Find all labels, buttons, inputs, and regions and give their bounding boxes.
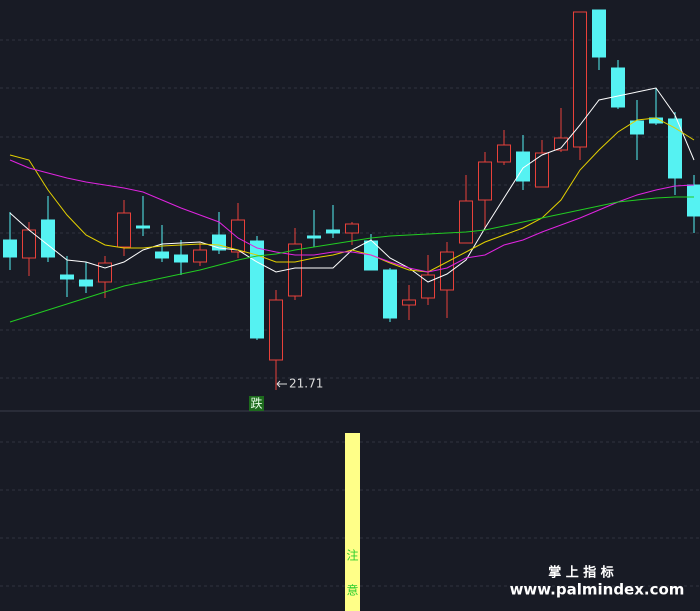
candle-body	[60, 274, 74, 280]
candle-body	[174, 254, 188, 263]
candle-body	[117, 212, 131, 248]
candle-body	[516, 151, 530, 182]
watermark-url: www.palmindex.com	[510, 581, 685, 599]
annotation-arrow	[276, 380, 287, 388]
candle-body	[326, 229, 340, 234]
candle-body	[668, 118, 682, 179]
candle-body	[136, 225, 150, 229]
lower-signal-text: 意	[346, 583, 358, 598]
candle-body	[497, 144, 511, 163]
candle-body	[98, 262, 112, 283]
marks	[3, 9, 700, 383]
candle-body	[478, 161, 492, 201]
candle-body	[79, 279, 93, 287]
low-annotation: 21.71	[289, 377, 323, 391]
candle-body	[269, 299, 283, 361]
candle-body	[3, 239, 17, 258]
candle-body	[288, 243, 302, 297]
candle-body	[41, 219, 55, 258]
candle-body	[383, 269, 397, 319]
candle-body	[459, 200, 473, 244]
candle-body	[554, 137, 568, 151]
candle-body	[402, 299, 416, 306]
candle-body	[611, 67, 625, 108]
candle-body	[231, 219, 245, 253]
moving-average-line	[9, 117, 695, 273]
signal-box	[249, 396, 264, 411]
candle-body	[307, 235, 321, 239]
candle-body	[687, 184, 700, 217]
candle-body	[592, 9, 606, 58]
lower-signal-bar	[345, 433, 360, 611]
watermark-title: 掌 上 指 标	[548, 565, 614, 581]
candle-body	[193, 249, 207, 263]
candle-body	[440, 251, 454, 291]
lower-signal-text: 注	[346, 548, 358, 563]
candle-body	[573, 11, 587, 148]
moving-average-line	[9, 196, 694, 323]
candle-body	[535, 152, 549, 188]
candle-body	[155, 251, 169, 259]
moving-average-line	[9, 159, 695, 273]
candle-body	[250, 240, 264, 339]
candle-body	[345, 223, 359, 234]
candle-body	[630, 120, 644, 135]
signal-label: 跌	[250, 396, 262, 411]
